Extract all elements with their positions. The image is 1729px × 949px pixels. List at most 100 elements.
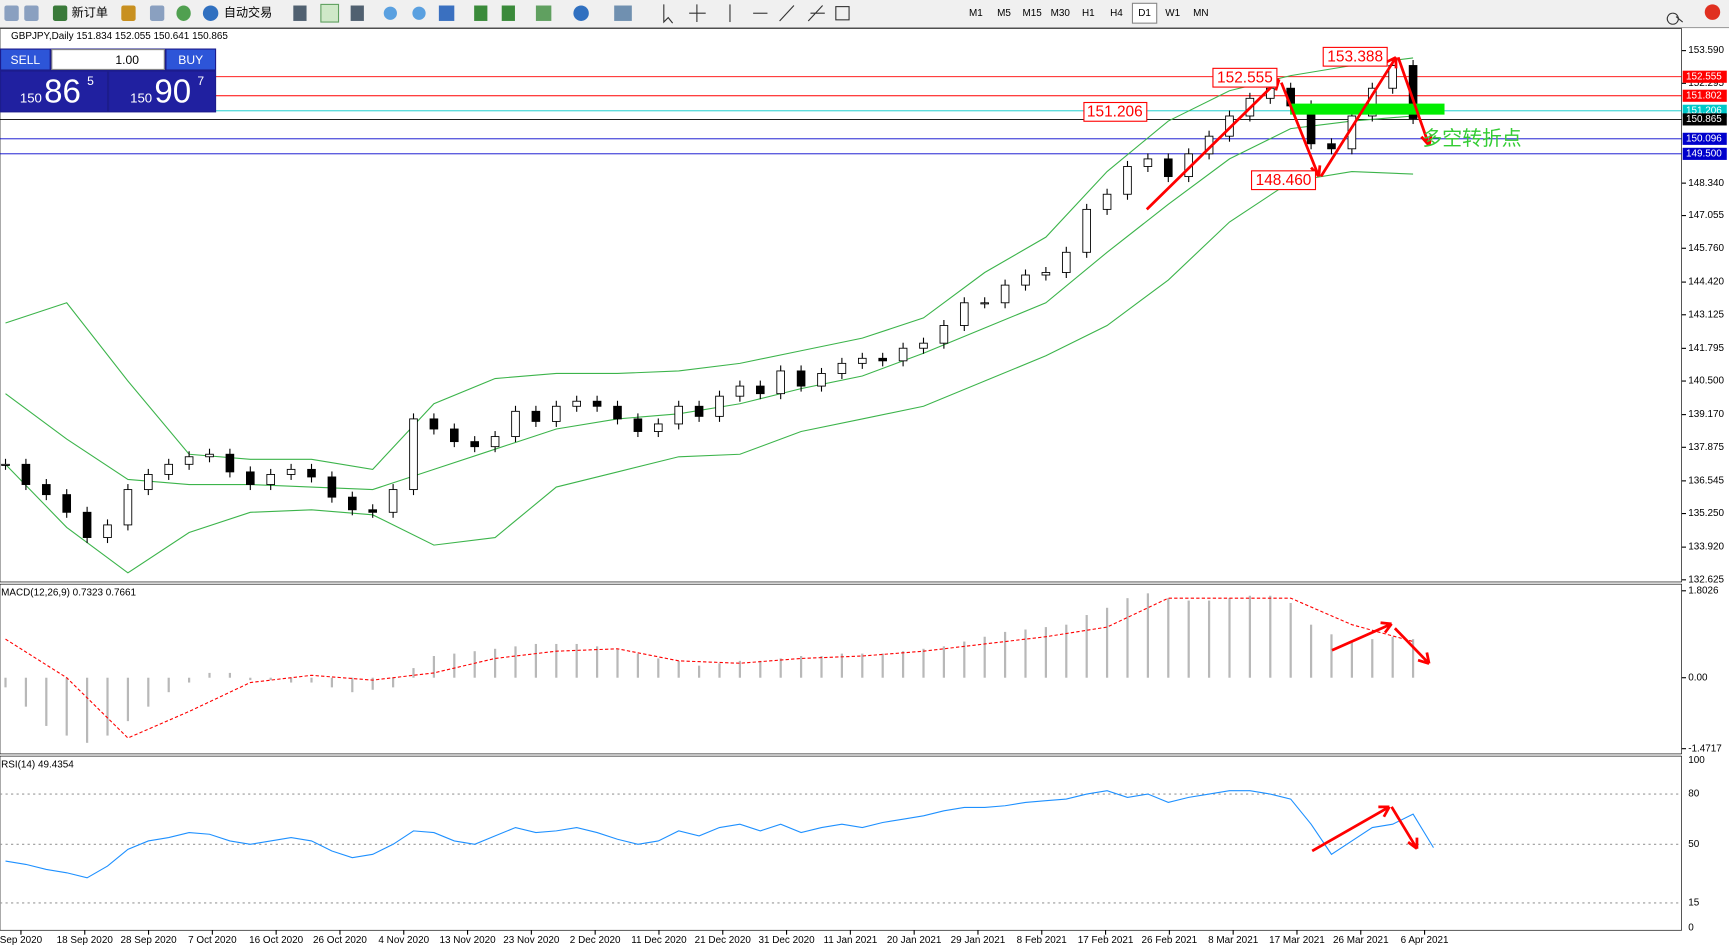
macd-bar: [351, 677, 354, 693]
icon[interactable]: [535, 5, 552, 21]
timeframe-button[interactable]: M15: [1022, 8, 1042, 19]
icon[interactable]: [412, 6, 426, 20]
macd-bar: [1207, 600, 1211, 678]
macd-bar: [24, 677, 28, 707]
notification-icon[interactable]: [1704, 4, 1721, 20]
icon[interactable]: [614, 5, 632, 21]
sell-button[interactable]: [1, 49, 50, 70]
icon[interactable]: [663, 4, 674, 24]
icon[interactable]: [474, 5, 488, 21]
timeframes: M1 M5 M15 M30 H1 H4 D1 W1 MN: [969, 2, 1209, 24]
bid-pips: 86: [44, 73, 81, 110]
lot-input[interactable]: [51, 49, 165, 70]
annotation-label: 151.206: [1087, 104, 1143, 121]
icon[interactable]: [24, 5, 39, 21]
candle: [1000, 284, 1010, 304]
buy-button[interactable]: [166, 49, 216, 70]
auto-trade-button[interactable]: 自动交易: [224, 4, 272, 19]
x-tick-label: 31 Dec 2020: [758, 935, 815, 946]
macd-bar: [575, 643, 578, 678]
arrow: [1390, 806, 1419, 850]
arrow: [1393, 627, 1431, 665]
macd-bar: [616, 648, 619, 678]
bollinger-lower: [5, 170, 1414, 574]
timeframe-button[interactable]: M30: [1051, 8, 1071, 19]
x-tick-label: 11 Jan 2021: [823, 935, 877, 946]
x-tick-label: 11 Dec 2020: [631, 935, 687, 946]
macd-bar: [208, 672, 211, 678]
timeframe-active[interactable]: [1131, 2, 1158, 24]
icon[interactable]: [383, 6, 397, 20]
icon[interactable]: [320, 3, 340, 23]
icon[interactable]: [293, 5, 307, 21]
x-tick-label: 28 Sep 2020: [120, 935, 177, 946]
price-panel: [0, 28, 1682, 583]
macd-bar: [1126, 598, 1129, 678]
icon[interactable]: [149, 5, 165, 21]
timeframe-button[interactable]: H4: [1110, 8, 1123, 19]
timeframe-button[interactable]: H1: [1082, 8, 1095, 19]
macd-bar: [1167, 598, 1170, 678]
ask-box[interactable]: [109, 71, 216, 112]
macd-bar: [1371, 639, 1374, 678]
ask-pips: 90: [154, 73, 191, 110]
macd-bar: [779, 658, 782, 678]
icon[interactable]: [121, 5, 136, 21]
candle: [123, 489, 133, 526]
macd-bar: [1269, 595, 1272, 678]
trade-panel: SELL 1.00 BUY 150 86 5 150 90 7: [0, 48, 217, 113]
candle: [715, 395, 724, 417]
search-icon[interactable]: [1666, 12, 1684, 25]
timeframe-button[interactable]: W1: [1165, 8, 1180, 19]
x-tick-label: 18 Sep 2020: [57, 935, 114, 946]
icon[interactable]: [438, 5, 455, 21]
icon[interactable]: [52, 5, 68, 21]
candle: [409, 418, 418, 491]
timeframe-button[interactable]: M5: [997, 8, 1011, 19]
macd-bar: [310, 677, 313, 683]
x-tick-label: 21 Dec 2020: [695, 935, 752, 946]
y-tick-label: 135.250: [1688, 508, 1724, 519]
rsi-line: [5, 790, 1434, 879]
rsi-tick-label: 15: [1688, 898, 1700, 909]
x-tick-label: 6 Apr 2021: [1401, 935, 1449, 946]
y-tick-label: 152.295: [1688, 78, 1724, 89]
candle: [980, 302, 989, 305]
y-tick-label: 141.795: [1688, 343, 1724, 354]
x-tick-label: 26 Oct 2020: [313, 935, 367, 946]
buy-label[interactable]: BUY: [178, 53, 203, 67]
icon[interactable]: [779, 5, 795, 22]
candle: [552, 405, 561, 422]
timeframe-button[interactable]: D1: [1138, 8, 1151, 19]
icon[interactable]: [202, 5, 219, 21]
new-order-button[interactable]: 新订单: [72, 4, 108, 19]
timeframe-button[interactable]: MN: [1193, 8, 1208, 19]
icon[interactable]: [350, 5, 364, 21]
candle: [144, 473, 153, 491]
candle: [1021, 274, 1030, 286]
candle: [348, 496, 357, 511]
icon[interactable]: [807, 5, 825, 22]
macd-bar: [657, 658, 660, 678]
icon[interactable]: [689, 4, 706, 23]
level-label: 152.555: [1686, 71, 1722, 82]
macd-bar: [1187, 600, 1190, 678]
timeframe-button[interactable]: M1: [969, 8, 983, 19]
candle: [1061, 251, 1071, 273]
icon[interactable]: [835, 6, 850, 21]
icon[interactable]: [4, 5, 19, 21]
icon[interactable]: [573, 5, 589, 21]
y-tick-label: 147.055: [1688, 210, 1724, 221]
macd-bar: [697, 665, 701, 678]
icon[interactable]: [501, 5, 515, 21]
macd-bar: [494, 648, 497, 678]
macd-bar: [799, 656, 803, 678]
sell-label[interactable]: SELL: [11, 53, 41, 67]
icon[interactable]: [176, 5, 191, 21]
candle: [1123, 166, 1132, 195]
bid-big: 150: [20, 91, 42, 106]
x-tick-label: 4 Nov 2020: [378, 935, 429, 946]
candle: [1143, 158, 1153, 167]
bid-box[interactable]: [1, 71, 107, 112]
lot-value[interactable]: 1.00: [115, 53, 139, 67]
